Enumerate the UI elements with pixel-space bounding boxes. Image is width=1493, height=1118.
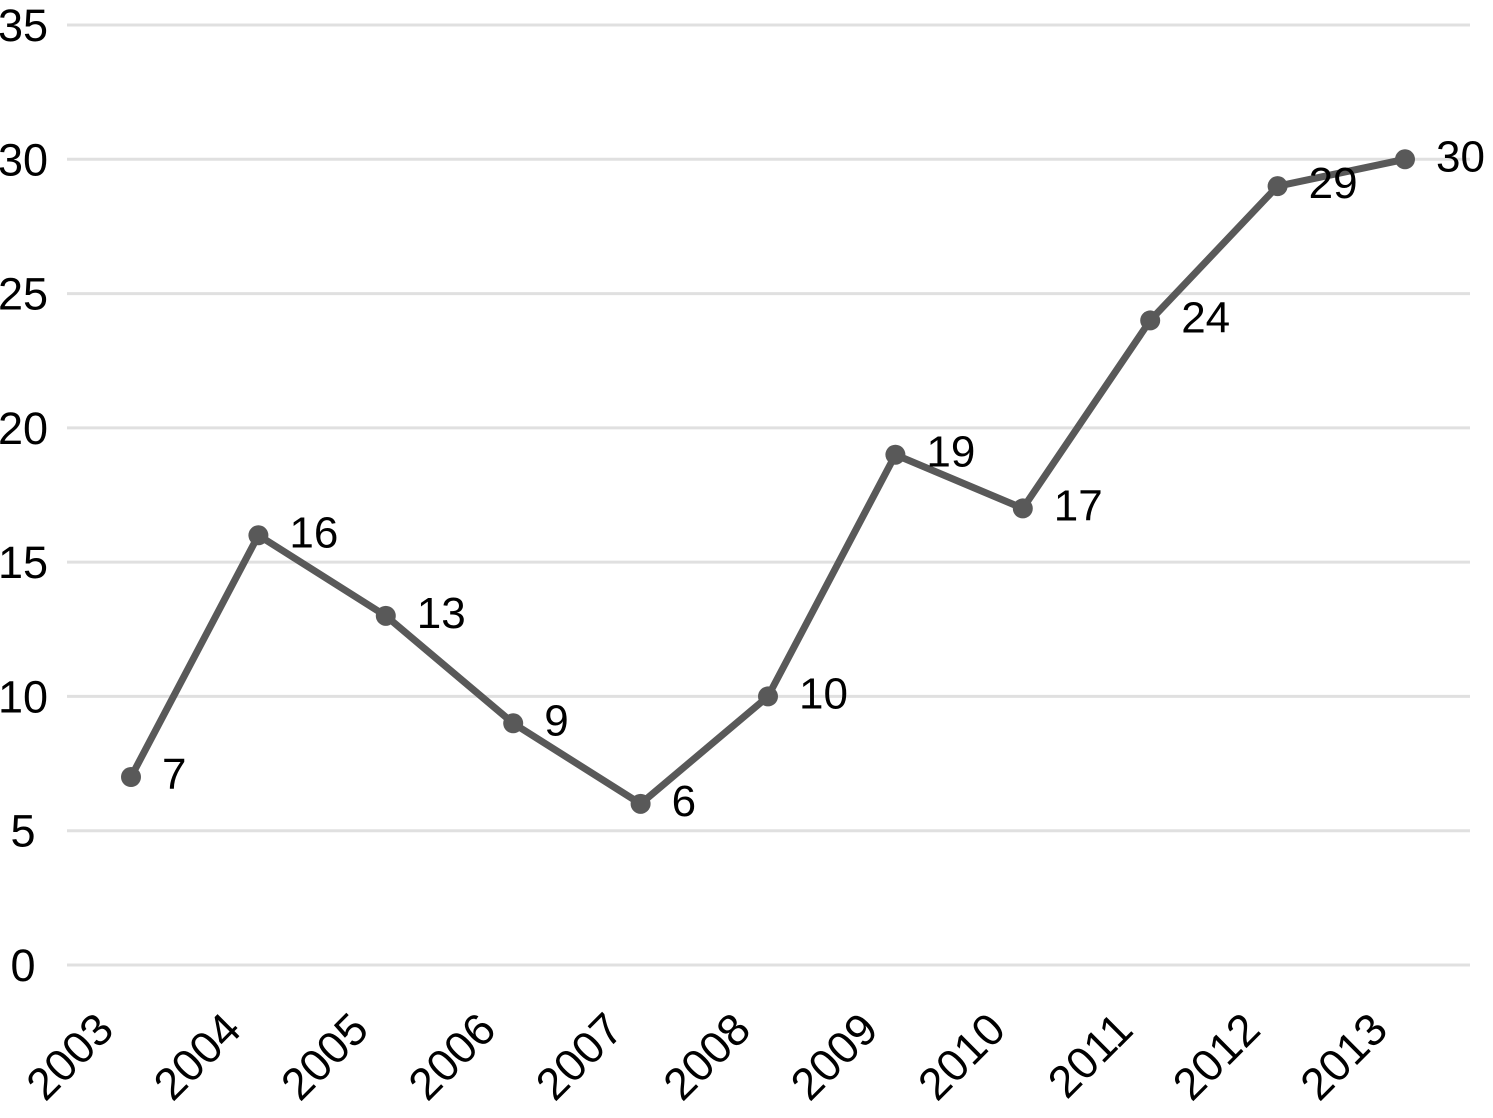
x-axis-labels-group: 2003 2004 2005 2006 2007 2008 2009 2010 2011 2012… — [16, 1003, 1397, 1110]
data-point-label: 19 — [926, 428, 975, 477]
series-line — [127, 155, 1409, 808]
data-point-label: 9 — [544, 696, 568, 745]
markers-group — [121, 149, 1415, 814]
series-group — [127, 155, 1409, 808]
data-point-marker — [248, 525, 269, 546]
data-point-label: 24 — [1181, 293, 1230, 342]
y-axis-tick-label: 25 — [0, 269, 48, 320]
data-point-marker — [375, 605, 396, 626]
data-point-label: 16 — [289, 508, 338, 557]
data-point-label: 10 — [799, 669, 848, 718]
y-axis-tick-label: 0 — [10, 940, 35, 991]
x-axis-tick-label: 2010 — [908, 1003, 1015, 1110]
data-point-label: 13 — [417, 589, 466, 638]
data-point-label: 6 — [672, 777, 696, 826]
x-axis-tick-label: 2005 — [271, 1003, 378, 1110]
y-axis-tick-label: 15 — [0, 537, 48, 588]
x-axis-tick-label: 2003 — [16, 1003, 123, 1110]
data-point-marker — [1140, 310, 1161, 331]
data-point-label: 17 — [1054, 481, 1103, 530]
y-axis-tick-label: 20 — [0, 403, 48, 454]
data-point-label: 7 — [162, 750, 186, 799]
data-point-marker — [1012, 498, 1033, 519]
y-axis-tick-label: 10 — [0, 671, 48, 722]
x-axis-tick-label: 2007 — [526, 1003, 633, 1110]
data-point-marker — [121, 767, 141, 787]
data-point-marker — [758, 686, 778, 707]
data-point-label: 30 — [1436, 132, 1485, 181]
gridlines-group — [67, 23, 1470, 967]
y-axis-tick-label: 35 — [0, 0, 48, 51]
data-point-marker — [1395, 149, 1415, 170]
y-axis-tick-label: 5 — [10, 806, 35, 857]
data-point-label: 29 — [1309, 159, 1358, 208]
x-axis-tick-label: 2013 — [1290, 1003, 1397, 1110]
x-axis-tick-label: 2009 — [781, 1003, 888, 1110]
x-axis-tick-label: 2008 — [653, 1003, 760, 1110]
x-axis-tick-label: 2006 — [398, 1003, 505, 1110]
data-point-marker — [503, 713, 524, 734]
y-axis-tick-label: 30 — [0, 134, 48, 185]
x-axis-tick-label: 2012 — [1163, 1003, 1270, 1110]
data-labels-group: 7 16 13 9 6 10 19 17 24 29 30 — [162, 132, 1485, 826]
data-point-marker — [1267, 176, 1288, 197]
data-point-marker — [885, 444, 906, 465]
x-axis-tick-label: 2004 — [144, 1003, 251, 1110]
x-axis-tick-label: 2011 — [1038, 1003, 1142, 1107]
y-axis-labels-group: 0 5 10 15 20 25 30 35 — [0, 0, 48, 991]
data-point-marker — [630, 793, 651, 814]
